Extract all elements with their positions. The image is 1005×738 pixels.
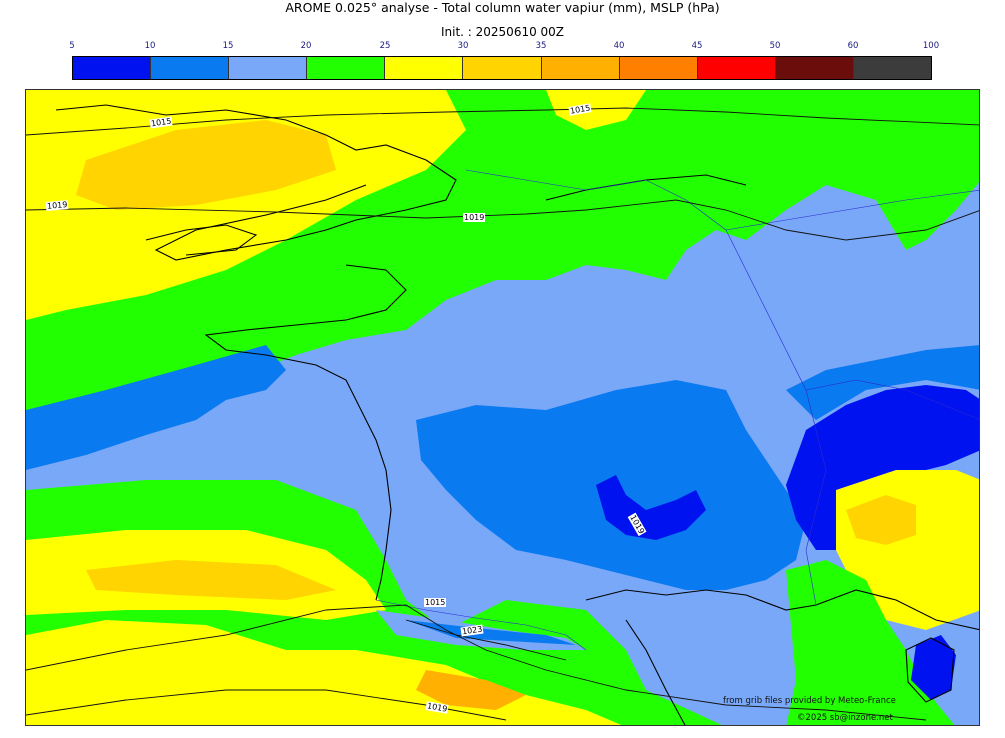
field-10-15-pyrenees [406,620,576,645]
init-time: Init. : 20250610 00Z [440,25,565,39]
colorbar-tick: 45 [691,41,703,51]
colorbar-swatch [150,57,229,79]
water-vapour-map [26,90,979,725]
data-source-credit: from grib files provided by Meteo-France [723,696,896,706]
colorbar-tick: 20 [300,41,312,51]
colorbar-swatch [306,57,385,79]
colorbar-swatch [73,57,151,79]
colorbar-tick: 40 [613,41,625,51]
colorbar [72,56,932,80]
map-panel: 1015 1015 1019 1019 1015 1023 1019 1019 [25,89,980,726]
field-10-15-west [26,345,286,470]
colorbar-tick: 25 [379,41,391,51]
colorbar-tick: 35 [535,41,547,51]
colorbar-swatch [540,57,619,79]
colorbar-swatch [618,57,697,79]
field-20-25-italy-coast [786,560,955,725]
isobars [26,107,979,721]
field-5-10-rhone [596,475,706,540]
colorbar-swatch [774,57,853,79]
colorbar-swatch [384,57,463,79]
field-10-15-alps-fringe [786,345,979,420]
isobar-label: 1019 [463,213,486,222]
field-30-35-southwest [86,560,336,600]
colorbar-tick: 100 [922,41,940,51]
field-5-10-alps [786,385,979,550]
colorbar-swatch [462,57,541,79]
map-title: AROME 0.025° analyse - Total column wate… [285,0,720,15]
isobar-label: 1015 [424,598,447,607]
field-35-40-spain [416,670,526,710]
colorbar-tick: 60 [847,41,859,51]
colorbar-tick: 5 [69,41,75,51]
colorbar-swatch [852,57,932,79]
colorbar-tick-labels: 5 10 15 20 25 30 35 40 45 50 60 100 [0,41,1005,53]
colorbar-tick: 30 [457,41,469,51]
colorbar-tick: 10 [144,41,156,51]
field-30-35-italy [846,495,916,545]
colorbar-swatch [696,57,775,79]
colorbar-tick: 15 [222,41,234,51]
colorbar-tick: 50 [769,41,781,51]
copyright-credit: ©2025 sb@inzone.net [797,713,893,723]
colorbar-swatch [228,57,307,79]
field-25-30-northeast-strip [546,90,646,130]
field-30-35-northwest [76,120,336,210]
field-5-10-corsica [911,635,956,700]
